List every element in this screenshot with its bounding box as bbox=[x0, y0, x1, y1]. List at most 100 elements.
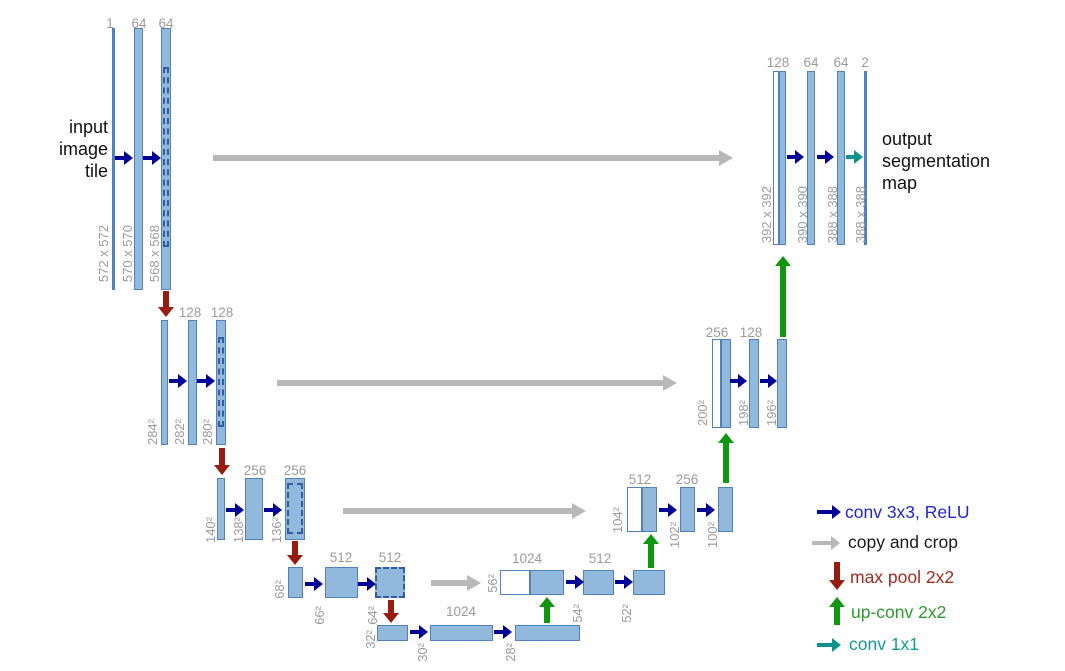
size-label: 388 x 388 bbox=[853, 185, 868, 243]
feature-map-bar bbox=[721, 339, 731, 428]
size-label: 28² bbox=[503, 643, 518, 662]
channel-label: 64 bbox=[833, 55, 849, 70]
legend-conv3x3-arrow-icon bbox=[817, 504, 841, 519]
size-label: 140² bbox=[203, 516, 218, 543]
conv3x3-arrow-icon bbox=[494, 625, 512, 639]
size-label: 390 x 390 bbox=[795, 185, 810, 243]
copy-crop-arrow-icon bbox=[431, 574, 481, 591]
cropped-feature-map-bar bbox=[216, 320, 226, 445]
cropped-feature-map-bar bbox=[285, 478, 305, 540]
size-label: 54² bbox=[570, 604, 585, 623]
max-pool-arrow-icon bbox=[383, 600, 399, 623]
feature-map-bar bbox=[245, 478, 263, 540]
feature-map-bar bbox=[530, 570, 564, 595]
feature-map-bar bbox=[583, 570, 614, 595]
channel-label: 1024 bbox=[445, 604, 477, 619]
input-label-line: tile bbox=[84, 161, 108, 181]
feature-map-bar bbox=[325, 567, 358, 598]
feature-map-bar bbox=[749, 339, 759, 428]
feature-map-bar bbox=[161, 320, 168, 445]
channel-label: 512 bbox=[378, 550, 402, 565]
input-label-line: input bbox=[68, 117, 108, 137]
size-label: 280² bbox=[200, 418, 215, 445]
output-label-line: output bbox=[882, 129, 933, 149]
cropped-feature-map-bar bbox=[375, 567, 405, 598]
copied-feature-map-bar bbox=[500, 570, 530, 595]
size-label: 198² bbox=[736, 399, 751, 426]
input-image-tile-label: input image tile bbox=[28, 116, 108, 182]
feature-map-bar bbox=[837, 71, 845, 245]
feature-map-bar bbox=[718, 487, 733, 532]
size-label: 282² bbox=[172, 418, 187, 445]
output-map-bar bbox=[864, 71, 867, 245]
size-label: 56² bbox=[485, 574, 500, 593]
size-label: 30² bbox=[415, 643, 430, 662]
feature-map-bar bbox=[777, 339, 787, 428]
feature-map-bar bbox=[807, 71, 815, 245]
up-conv-arrow-icon bbox=[775, 256, 791, 337]
output-segmentation-map-label: output segmentation map bbox=[882, 128, 1032, 194]
legend-up-conv-label: up-conv 2x2 bbox=[851, 602, 947, 622]
legend-copy-crop-arrow-icon bbox=[812, 536, 840, 550]
size-label: 138² bbox=[231, 516, 246, 543]
copied-feature-map-bar bbox=[627, 487, 642, 532]
cropped-feature-map-bar bbox=[161, 28, 171, 290]
up-conv-arrow-icon bbox=[643, 534, 659, 568]
legend-max-pool-label: max pool 2x2 bbox=[850, 567, 955, 587]
legend-conv1x1-arrow-icon bbox=[817, 637, 841, 652]
copied-feature-map-bar bbox=[712, 339, 721, 428]
channel-label: 256 bbox=[675, 472, 699, 487]
channel-label: 256 bbox=[283, 463, 307, 478]
legend-up-conv-arrow-icon bbox=[829, 597, 845, 625]
conv3x3-arrow-icon bbox=[197, 374, 215, 388]
channel-label: 64 bbox=[158, 16, 174, 31]
output-label-line: map bbox=[882, 173, 918, 193]
channel-label: 256 bbox=[705, 325, 729, 340]
feature-map-bar bbox=[430, 625, 493, 641]
size-label: 68² bbox=[272, 580, 287, 599]
max-pool-arrow-icon bbox=[287, 541, 303, 565]
legend-conv3x3-label: conv 3x3, ReLU bbox=[845, 502, 970, 522]
feature-map-bar bbox=[515, 625, 580, 641]
channel-label: 128 bbox=[210, 305, 234, 320]
legend-conv1x1-label: conv 1x1 bbox=[849, 634, 920, 654]
channel-label: 64 bbox=[803, 55, 819, 70]
copy-crop-arrow-icon bbox=[277, 375, 677, 391]
copied-feature-map-bar bbox=[773, 71, 779, 245]
conv3x3-arrow-icon bbox=[817, 149, 834, 164]
size-label: 32² bbox=[363, 630, 378, 649]
channel-label: 128 bbox=[766, 55, 790, 70]
max-pool-arrow-icon bbox=[158, 291, 174, 317]
conv3x3-arrow-icon bbox=[115, 151, 133, 165]
size-label: 104² bbox=[610, 506, 625, 533]
channel-label: 512 bbox=[628, 472, 652, 487]
conv3x3-arrow-icon bbox=[410, 625, 428, 639]
size-label: 392 x 392 bbox=[759, 185, 774, 243]
up-conv-arrow-icon bbox=[539, 597, 555, 623]
crop-region-outline bbox=[218, 337, 224, 427]
size-label: 52² bbox=[619, 604, 634, 623]
feature-map-bar bbox=[377, 625, 408, 641]
size-label: 572 x 572 bbox=[96, 224, 111, 282]
conv3x3-arrow-icon bbox=[566, 575, 584, 589]
channel-label: 1024 bbox=[511, 551, 543, 566]
channel-label: 64 bbox=[131, 16, 147, 31]
conv3x3-arrow-icon bbox=[169, 374, 187, 388]
legend-max-pool-arrow-icon bbox=[829, 562, 845, 590]
conv3x3-arrow-icon bbox=[730, 373, 747, 388]
conv3x3-arrow-icon bbox=[358, 577, 376, 591]
channel-label: 512 bbox=[588, 551, 612, 566]
conv3x3-arrow-icon bbox=[226, 503, 244, 517]
conv3x3-arrow-icon bbox=[659, 503, 677, 517]
feature-map-bar bbox=[680, 487, 695, 532]
size-label: 136² bbox=[269, 516, 284, 543]
up-conv-arrow-icon bbox=[718, 433, 734, 483]
channel-label: 1 bbox=[106, 16, 114, 31]
size-label: 102² bbox=[667, 521, 682, 548]
copy-crop-arrow-icon bbox=[213, 150, 733, 166]
conv3x3-arrow-icon bbox=[264, 503, 282, 517]
size-label: 100² bbox=[705, 521, 720, 548]
feature-map-bar bbox=[134, 28, 143, 290]
channel-label: 512 bbox=[329, 550, 353, 565]
